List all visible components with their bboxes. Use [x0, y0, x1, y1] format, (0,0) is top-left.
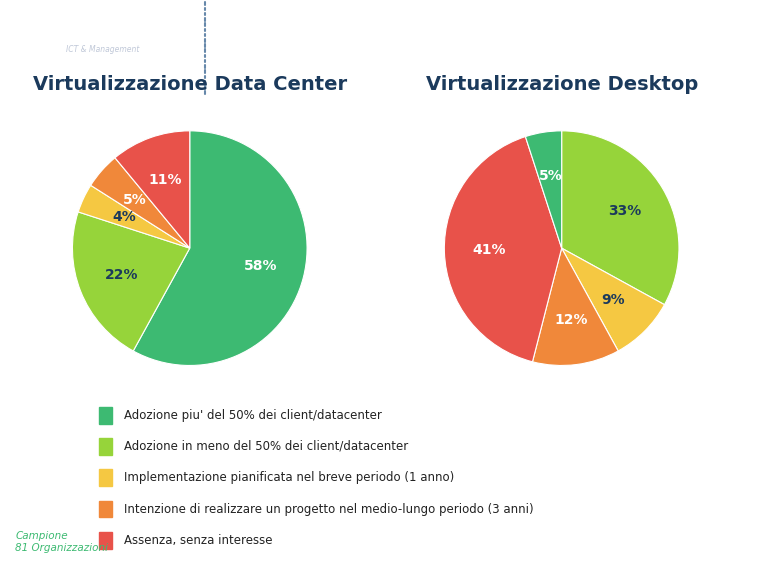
Text: 12%: 12% [554, 314, 587, 327]
Text: iniziative di virtualizzazione dei: iniziative di virtualizzazione dei [220, 37, 472, 51]
Text: farm: farm [220, 64, 257, 78]
Text: All’interno della sua azienda, sono presenti: All’interno della sua azienda, sono pres… [220, 12, 561, 26]
Text: Adozione in meno del 50% dei client/datacenter: Adozione in meno del 50% dei client/data… [124, 440, 408, 453]
Wedge shape [533, 248, 618, 365]
Text: 58%: 58% [244, 259, 277, 273]
Text: 4%: 4% [112, 210, 136, 224]
Text: OSSERVATORI.NET: OSSERVATORI.NET [52, 23, 153, 33]
Text: 41%: 41% [472, 244, 505, 257]
Text: Adozione piu' del 50% dei client/datacenter: Adozione piu' del 50% dei client/datacen… [124, 408, 382, 422]
Text: 9%: 9% [601, 293, 625, 307]
Wedge shape [562, 248, 664, 351]
Title: Virtualizzazione Desktop: Virtualizzazione Desktop [426, 76, 698, 94]
Bar [99, 438, 112, 455]
Wedge shape [562, 131, 679, 305]
Text: 5%: 5% [538, 169, 562, 183]
Text: Campione
81 Organizzazioni: Campione 81 Organizzazioni [15, 531, 109, 553]
Wedge shape [78, 186, 190, 248]
Text: Assenza, senza interesse: Assenza, senza interesse [124, 534, 272, 547]
Text: Implementazione pianificata nel breve periodo (1 anno): Implementazione pianificata nel breve pe… [124, 471, 454, 484]
Text: ICT & Management: ICT & Management [66, 45, 139, 54]
Text: Data Center/Server: Data Center/Server [490, 37, 640, 51]
Bar [99, 501, 112, 518]
Text: e dei client (desktop) ?: e dei client (desktop) ? [263, 64, 449, 78]
Text: Intenzione di realizzare un progetto nel medio-lungo periodo (3 anni): Intenzione di realizzare un progetto nel… [124, 503, 534, 515]
Wedge shape [115, 131, 190, 248]
Wedge shape [72, 212, 190, 351]
Text: 22%: 22% [106, 268, 139, 282]
Title: Virtualizzazione Data Center: Virtualizzazione Data Center [33, 76, 347, 94]
Wedge shape [525, 131, 562, 248]
Bar [99, 532, 112, 549]
Wedge shape [134, 131, 307, 365]
Bar [99, 469, 112, 486]
Text: 33%: 33% [608, 204, 641, 218]
Wedge shape [444, 136, 562, 362]
Text: 11%: 11% [148, 173, 182, 187]
Wedge shape [90, 158, 190, 248]
Bar [99, 407, 112, 424]
Text: 5%: 5% [123, 193, 147, 207]
